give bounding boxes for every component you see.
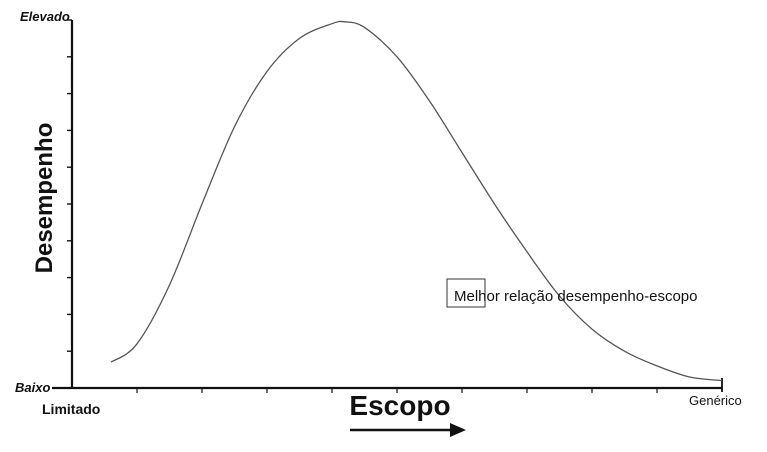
series-line bbox=[110, 20, 723, 382]
axes bbox=[52, 19, 723, 393]
x-direction-arrow bbox=[350, 423, 466, 437]
y-ticks bbox=[67, 19, 72, 352]
annotation-box bbox=[446, 278, 486, 308]
y-axis-title: Desempenho bbox=[31, 123, 58, 274]
annotation-label: Melhor relação desempenho-escopo bbox=[454, 288, 697, 305]
x-tick-label-left: Limitado bbox=[42, 401, 100, 417]
x-ticks bbox=[136, 388, 658, 393]
y-tick-label-bottom: Baixo bbox=[15, 380, 50, 395]
x-axis-title: Escopo bbox=[349, 390, 450, 421]
x-tick-label-right: Genérico bbox=[689, 393, 742, 408]
y-tick-label-top: Elevado bbox=[20, 9, 70, 24]
